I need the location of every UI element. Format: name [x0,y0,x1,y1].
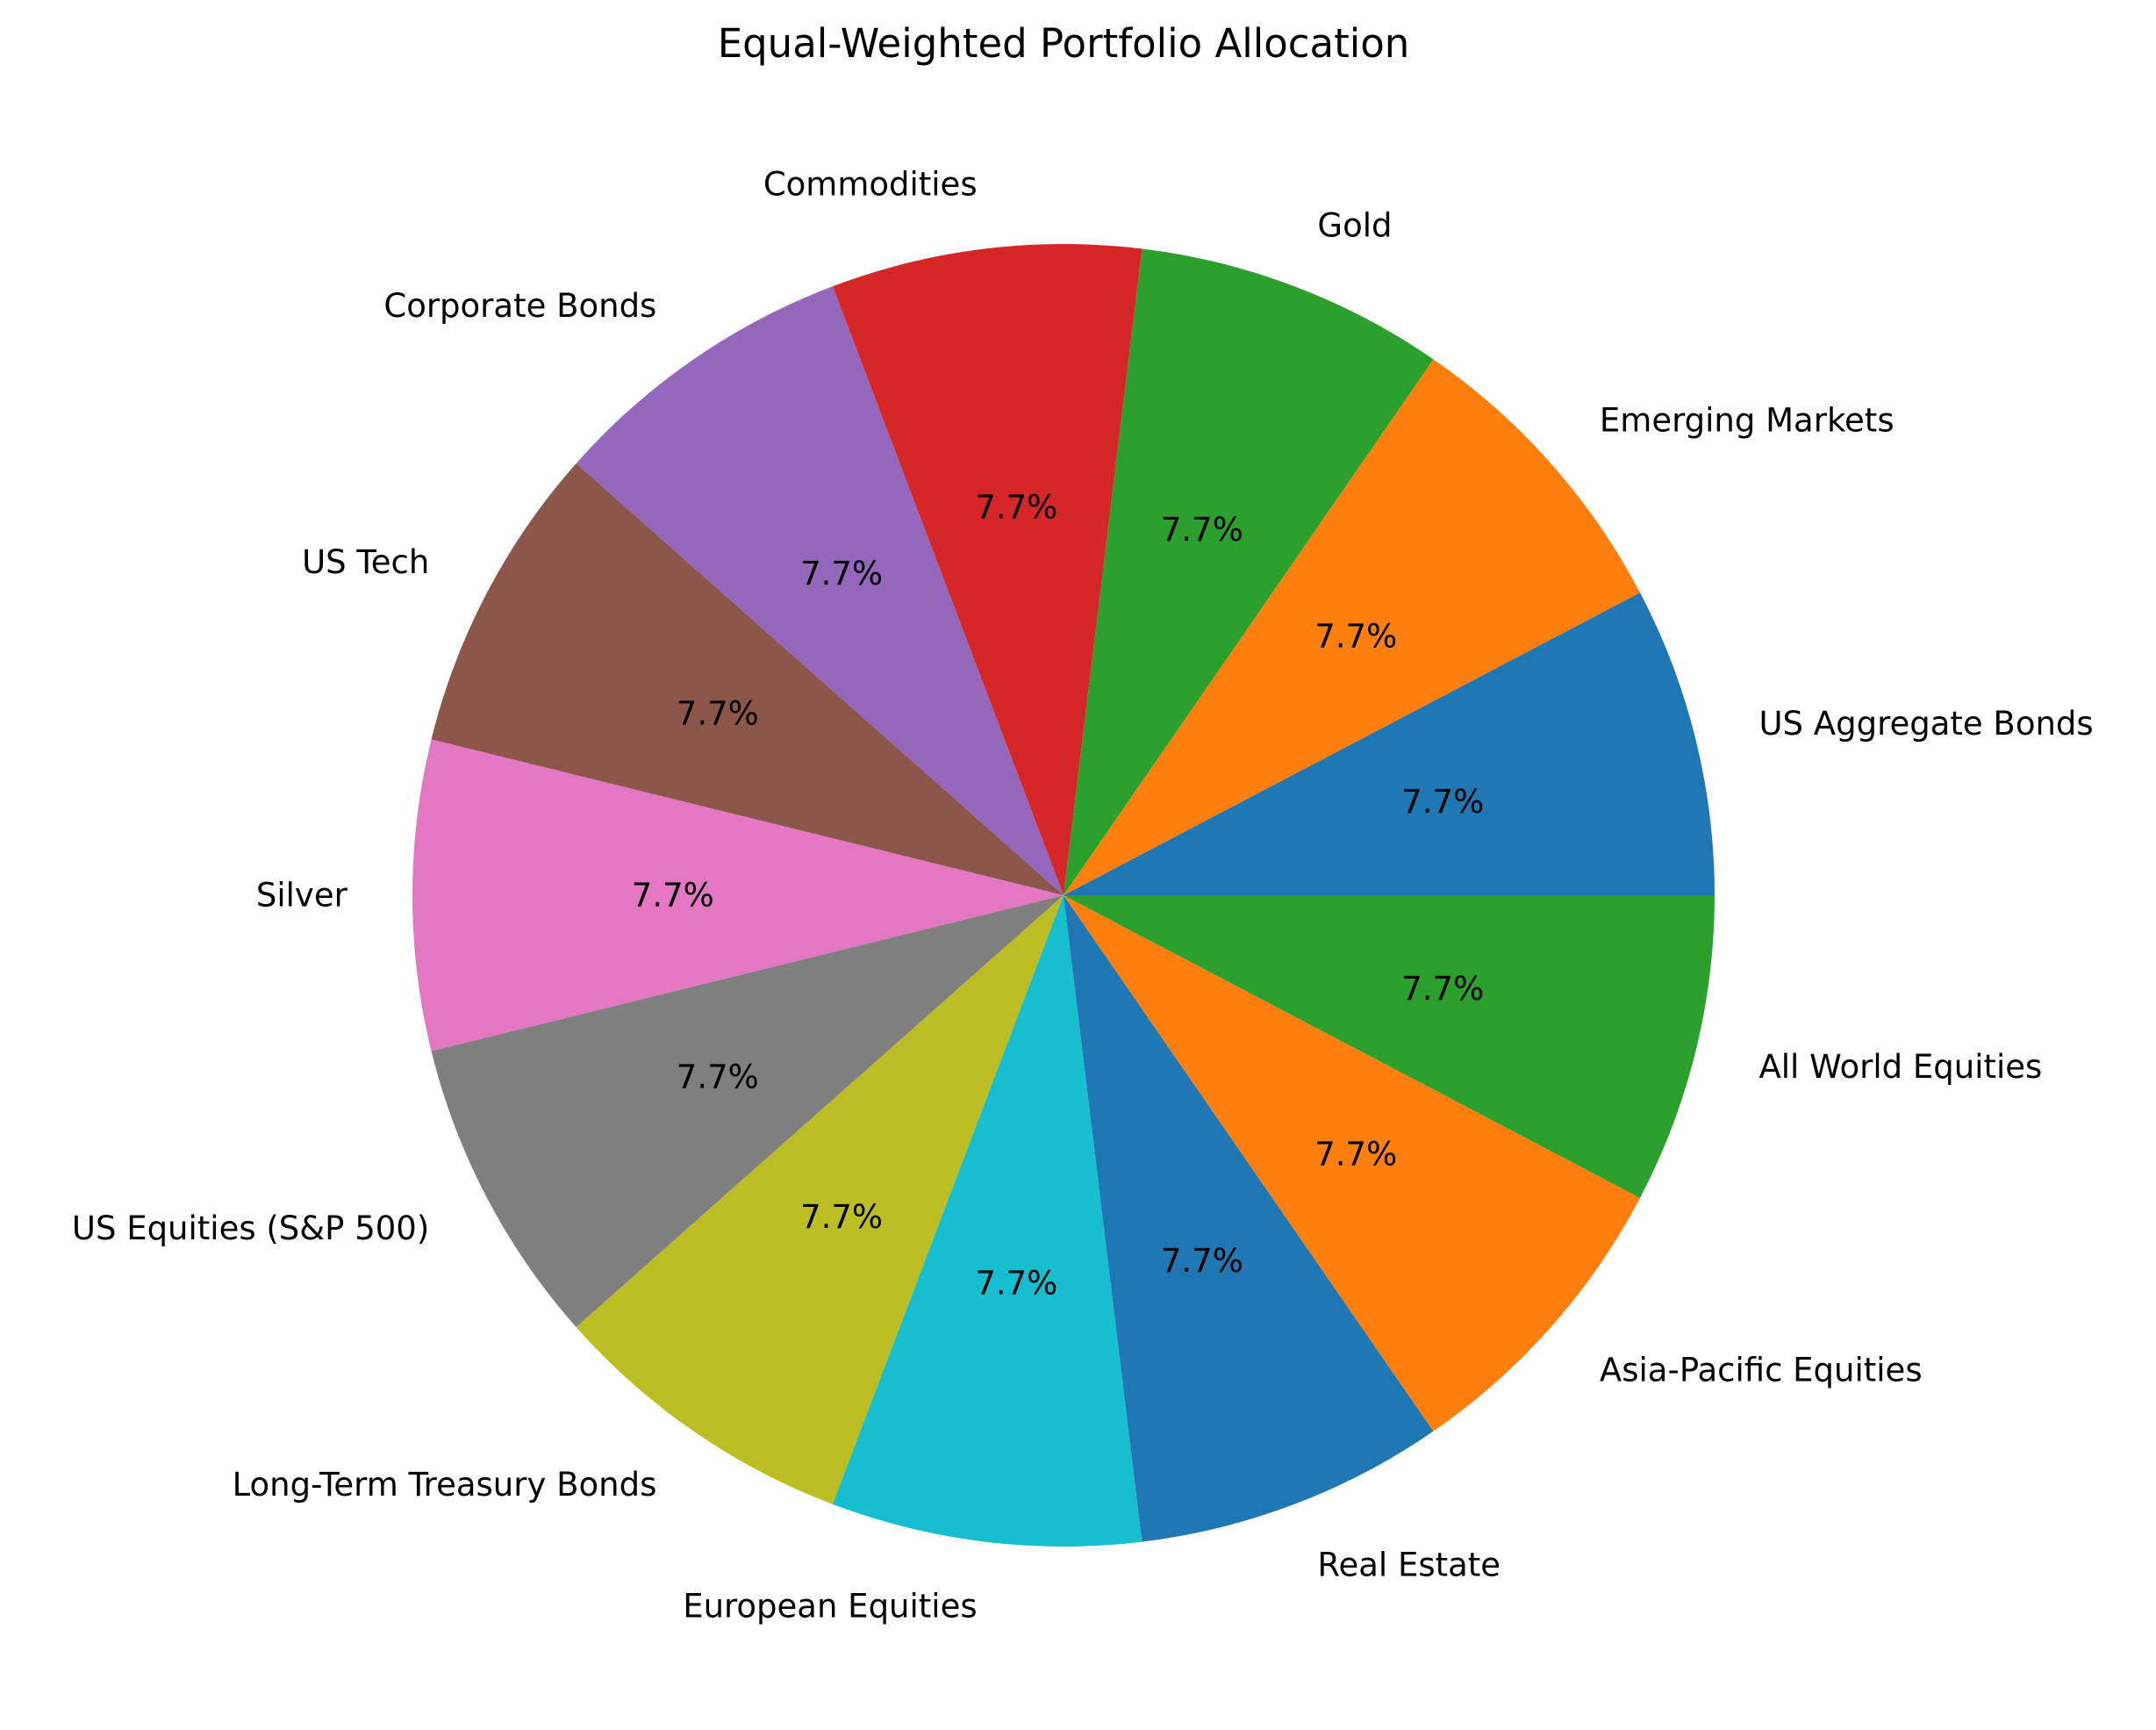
percent-label-us-aggregate-bonds: 7.7% [1401,783,1484,821]
pie-slice-emerging-markets [1064,359,1641,896]
pie-slice-corporate-bonds [576,286,1064,895]
slice-label-us-equities-s-p-500: US Equities (S&P 500) [72,1210,429,1247]
percent-labels: 7.7% 7.7% 7.7% 7.7% 7.7% 7.7% 7.7% 7.7% 7.7% 7.7%… [632,489,1484,1303]
pie-slice-european-equities [832,895,1142,1547]
percent-label-asia-pacific-equities: 7.7% [1314,1136,1397,1174]
slice-labels: US Aggregate Bonds Emerging Markets Gold Co… [72,165,2094,1625]
pie-slice-us-equities-s-p-500 [431,895,1064,1328]
slice-label-asia-pacific-equities: Asia-Pacific Equities [1600,1352,1923,1389]
pie-slice-long-term-treasury-bonds [576,895,1064,1504]
percent-label-commodities: 7.7% [975,489,1057,527]
slice-label-commodities: Commodities [763,165,978,203]
pie-slice-all-world-equities [1064,895,1715,1198]
percent-label-long-term-treasury-bonds: 7.7% [800,1198,883,1236]
pie-slice-real-estate [1064,895,1434,1542]
slice-label-us-aggregate-bonds: US Aggregate Bonds [1758,705,2093,743]
pie-slice-gold [1064,248,1434,895]
slice-label-emerging-markets: Emerging Markets [1600,401,1895,439]
percent-label-us-tech: 7.7% [677,695,759,733]
percent-label-emerging-markets: 7.7% [1314,617,1397,655]
pie-slice-us-aggregate-bonds [1064,592,1715,895]
percent-label-european-equities: 7.7% [975,1264,1057,1302]
slice-label-long-term-treasury-bonds: Long-Term Treasury Bonds [233,1466,657,1504]
pie-slice-silver [412,739,1064,1052]
percent-label-real-estate: 7.7% [1161,1242,1243,1280]
slice-label-silver: Silver [256,877,348,915]
percent-label-silver: 7.7% [632,877,714,915]
percent-label-gold: 7.7% [1161,511,1243,549]
slice-label-gold: Gold [1317,206,1392,244]
percent-label-corporate-bonds: 7.7% [800,555,883,592]
slice-label-european-equities: European Equities [683,1588,977,1626]
chart-title: Equal-Weighted Portfolio Allocation [718,20,1410,67]
pie-slice-asia-pacific-equities [1064,895,1641,1432]
percent-label-all-world-equities: 7.7% [1401,970,1484,1008]
slice-label-corporate-bonds: Corporate Bonds [383,287,656,325]
slice-label-all-world-equities: All World Equities [1758,1048,2042,1086]
percent-label-us-equities-s-p-500: 7.7% [677,1058,759,1095]
slice-label-real-estate: Real Estate [1317,1547,1501,1584]
pie-slice-commodities [832,244,1142,895]
pie-slices [412,244,1715,1547]
slice-label-us-tech: US Tech [302,543,429,581]
pie-slice-us-tech [431,463,1064,895]
